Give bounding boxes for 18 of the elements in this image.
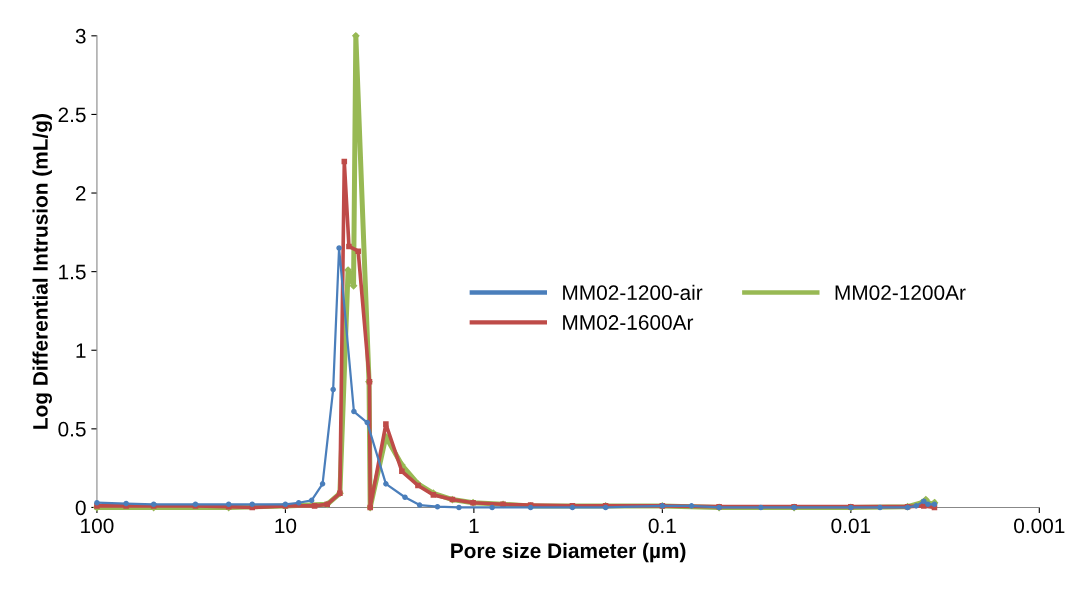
legend-label: MM02-1200Ar (835, 285, 966, 301)
y-tick-label: 0.5 (58, 421, 86, 437)
y-tick-label: 1 (76, 343, 86, 358)
legend-label: MM02-1600Ar (563, 315, 694, 330)
legend-label: MM02-1200-air (563, 284, 703, 301)
x-tick-label: 0.001 (1014, 518, 1065, 534)
y-tick-label: 0 (75, 500, 86, 516)
x-tick-label: 10 (275, 518, 297, 534)
x-axis-title: Pore size Diameter (µm) (451, 542, 686, 563)
y-tick-label: 2 (75, 186, 86, 201)
x-tick-label: 1 (469, 518, 479, 533)
x-tick-label: 100 (81, 518, 114, 534)
x-tick-label: 0.1 (648, 518, 676, 534)
y-tick-label: 1.5 (59, 264, 86, 280)
y-tick-label: 3 (75, 28, 86, 44)
y-axis-title: Log Differential Intrusion (mL/g) (32, 114, 52, 429)
x-tick-label: 0.01 (831, 518, 871, 534)
y-tick-label: 2.5 (58, 107, 86, 123)
